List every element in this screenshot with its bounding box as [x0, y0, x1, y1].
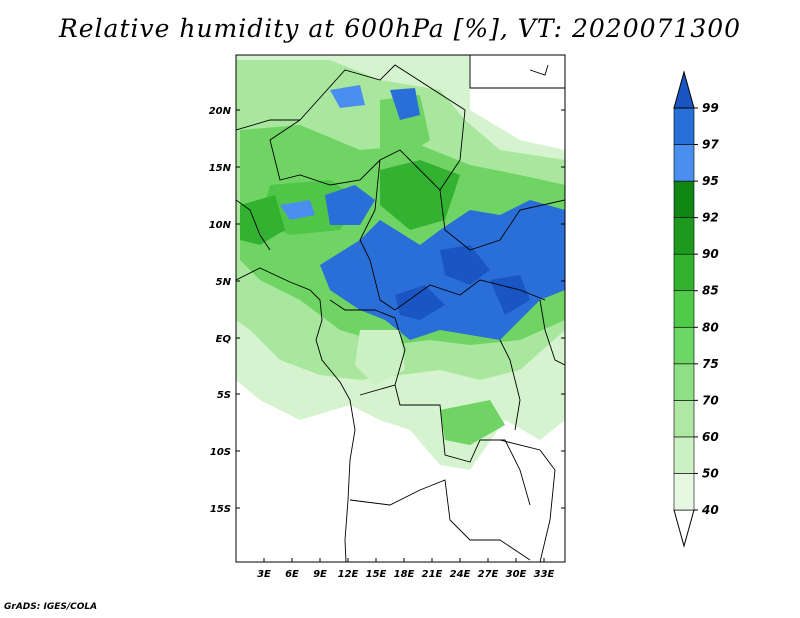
lon-ticks: [263, 558, 545, 562]
colorbar-bin: [673, 436, 695, 474]
colorbar-bin: [673, 326, 695, 365]
lat-label: 10S: [210, 447, 231, 458]
lat-labels: 20N 15N 10N 5N EQ 5S 10S 15S: [209, 106, 232, 515]
colorbar-bin: [673, 509, 695, 548]
colorbar: 40 50 60 70 75 80 85 90 92 95 97 99: [673, 70, 719, 548]
colorbar-label: 99: [702, 101, 719, 115]
lon-label: 9E: [313, 569, 327, 580]
lat-label: 10N: [209, 220, 232, 231]
colorbar-bin: [673, 107, 695, 145]
lat-label: 20N: [209, 106, 232, 117]
colorbar-label: 95: [702, 174, 719, 188]
lon-label: 21E: [422, 569, 443, 580]
lon-label: 6E: [285, 569, 299, 580]
colorbar-bin: [673, 70, 695, 109]
colorbar-bin: [673, 144, 695, 182]
colorbar-label: 90: [702, 247, 719, 261]
colorbar-bin: [673, 290, 695, 328]
map-title: Relative humidity at 600hPa [%], VT: 202…: [58, 14, 742, 43]
lon-label: 12E: [338, 569, 359, 580]
map-frame: [235, 54, 566, 563]
colorbar-bin: [673, 363, 695, 401]
colorbar-label: 40: [701, 503, 719, 517]
lat-label: 15N: [209, 163, 232, 174]
lon-label: 18E: [394, 569, 415, 580]
lat-label: EQ: [216, 334, 232, 345]
humidity-field: [236, 55, 565, 562]
colorbar-label: 97: [702, 138, 719, 152]
lon-label: 15E: [366, 569, 387, 580]
colorbar-bin: [673, 180, 695, 218]
colorbar-bin: [673, 400, 695, 438]
lon-labels: 3E 6E 9E 12E 15E 18E 21E 24E 27E 30E 33E: [257, 569, 554, 580]
lon-label: 3E: [257, 569, 271, 580]
colorbar-bin: [673, 253, 695, 292]
colorbar-label: 60: [702, 430, 719, 444]
lat-label: 5N: [216, 277, 232, 288]
lat-ticks: [236, 109, 565, 509]
lat-label: 15S: [210, 504, 231, 515]
country-borders: [236, 55, 565, 562]
lon-label: 27E: [478, 569, 499, 580]
colorbar-label: 50: [702, 466, 719, 480]
colorbar-label: 80: [702, 320, 719, 334]
colorbar-label: 92: [702, 211, 719, 225]
lon-label: 33E: [534, 569, 555, 580]
lon-label: 24E: [450, 569, 471, 580]
colorbar-label: 85: [702, 284, 719, 298]
lat-label: 5S: [217, 390, 231, 401]
grads-credit: GrADS: IGES/COLA: [4, 602, 98, 612]
colorbar-label: 70: [702, 393, 719, 407]
colorbar-bin: [673, 473, 695, 511]
colorbar-bin: [673, 217, 695, 255]
colorbar-label: 75: [702, 357, 719, 371]
lon-label: 30E: [506, 569, 527, 580]
